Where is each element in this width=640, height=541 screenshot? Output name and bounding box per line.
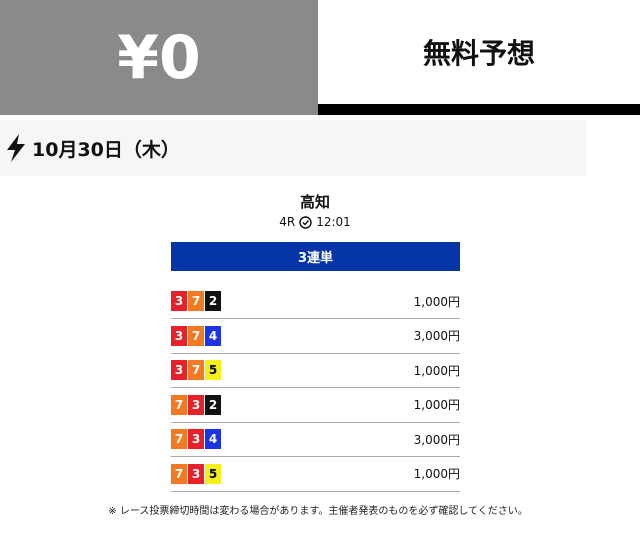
number-box: 2 — [205, 291, 221, 311]
number-box: 3 — [171, 291, 187, 311]
number-box: 7 — [188, 360, 204, 380]
number-box: 4 — [205, 429, 221, 449]
price-panel: ¥0 — [0, 0, 318, 115]
number-box: 3 — [171, 325, 187, 346]
amount: 3,000円 — [413, 329, 460, 343]
bet-row: 3 7 5 1,000円 — [171, 353, 460, 388]
date: 10月30日（木） — [32, 138, 180, 161]
bet-row: 7 3 5 1,000円 — [171, 457, 460, 492]
number-box: 7 — [171, 394, 187, 415]
number-box: 3 — [188, 429, 204, 449]
amount: 3,000円 — [413, 432, 460, 447]
bet-type-label: 3連単 — [297, 251, 334, 266]
number-box: 3 — [171, 360, 187, 380]
number-box: 5 — [205, 463, 221, 484]
number-box: 7 — [188, 291, 204, 311]
bet-row: 3 7 4 3,000円 — [171, 319, 460, 354]
race-time: 12:01 — [316, 215, 351, 229]
bolt-icon — [7, 134, 25, 162]
tab[interactable]: 無料予想 — [318, 0, 640, 104]
clock-icon — [299, 215, 312, 229]
number-box: 5 — [205, 360, 221, 380]
amount: 1,000円 — [413, 467, 460, 481]
race-number: 4R — [279, 215, 296, 229]
note: ※ レース投票締切時間は変わる場合があります。主催者発表のものを必ず確認してくだ… — [108, 506, 528, 517]
number-box: 3 — [188, 394, 204, 415]
number-box: 7 — [171, 463, 187, 484]
bet-row: 7 3 2 1,000円 — [171, 388, 460, 423]
tab-underline — [318, 104, 640, 115]
price: ¥0 — [117, 22, 201, 93]
bet-type: 3連単 — [171, 242, 460, 271]
bet-row: 3 7 2 1,000円 — [171, 284, 460, 319]
bet-row: 7 3 4 3,000円 — [171, 422, 460, 457]
tab-label[interactable]: 無料予想 — [422, 37, 535, 70]
date-row: 10月30日（木） — [0, 120, 586, 176]
race-info: 4R 12:01 — [0, 215, 630, 229]
amount: 1,000円 — [413, 294, 460, 309]
amount: 1,000円 — [413, 363, 460, 378]
amount: 1,000円 — [413, 398, 460, 412]
number-box: 4 — [205, 325, 221, 346]
number-box: 3 — [188, 463, 204, 484]
number-box: 7 — [171, 429, 187, 449]
number-box: 2 — [205, 394, 221, 415]
number-box: 7 — [188, 325, 204, 346]
venue: 高知 — [299, 193, 330, 211]
